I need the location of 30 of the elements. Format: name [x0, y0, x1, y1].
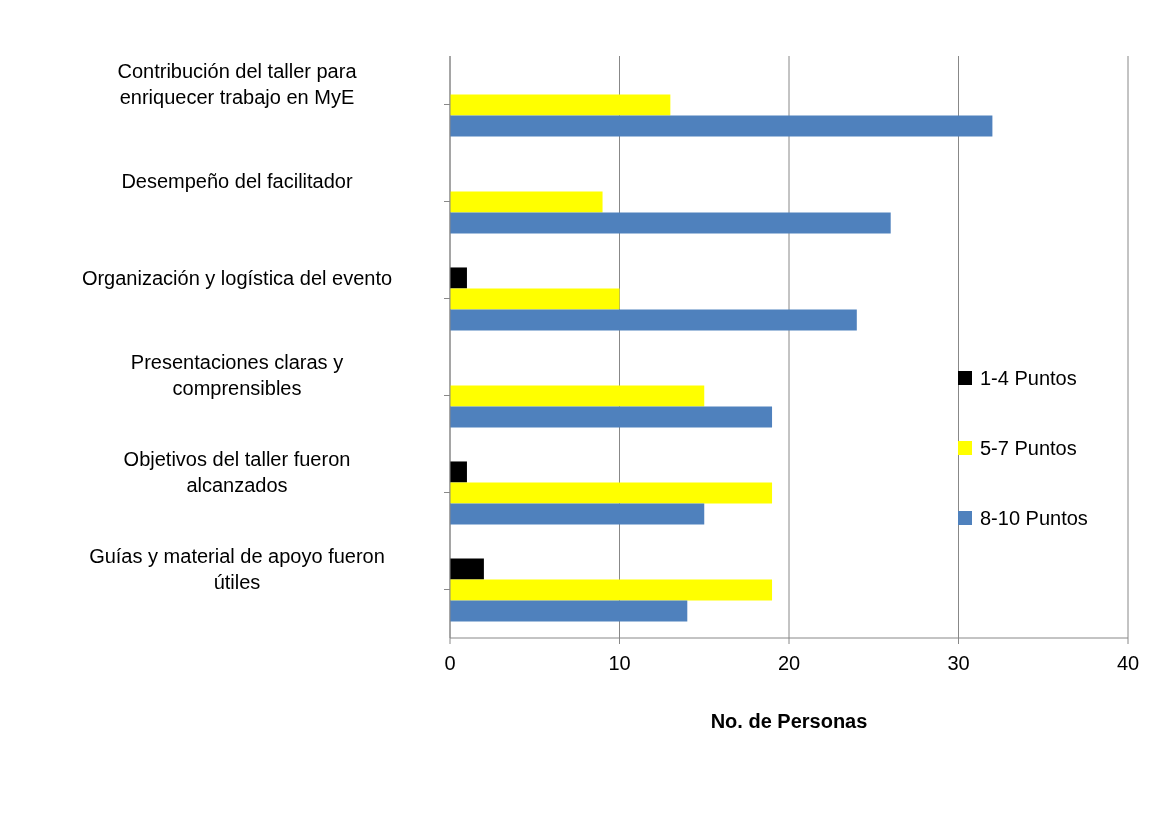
bar	[450, 385, 705, 407]
bar	[450, 503, 705, 525]
x-tick-label: 30	[947, 652, 970, 675]
y-tick-label: Organización y logística del evento	[81, 266, 393, 289]
bar	[450, 406, 773, 428]
bar	[450, 579, 773, 601]
y-tick-label: Desempeño del facilitador	[121, 169, 353, 192]
bar	[450, 309, 857, 331]
bar	[450, 191, 603, 213]
bar	[450, 115, 993, 137]
bar	[450, 288, 620, 310]
y-tick-label: Objetivos del taller fueron alcanzados	[123, 447, 351, 496]
x-axis-title: No. de Personas	[710, 710, 868, 732]
legend-label: 8-10 Puntos	[980, 506, 1088, 530]
x-tick-label: 10	[608, 652, 631, 675]
bar	[450, 94, 671, 116]
legend-label: 1-4 Puntos	[980, 366, 1077, 390]
bar	[450, 600, 688, 622]
legend-label: 5-7 Puntos	[980, 436, 1077, 460]
x-tick-label: 40	[1116, 652, 1140, 675]
x-tick-label: 0	[444, 652, 456, 675]
y-tick-label: Presentaciones claras y comprensibles	[130, 350, 344, 399]
y-tick-label: Contribución del taller para enriquecer trabajo en MyE	[117, 59, 358, 108]
bar	[450, 461, 467, 483]
bar	[450, 482, 773, 504]
x-tick-label: 20	[777, 652, 801, 675]
bar	[450, 558, 484, 580]
bar	[450, 267, 467, 289]
bar	[450, 212, 891, 234]
y-tick-label: Guías y material de apoyo fueron útiles	[89, 544, 385, 593]
